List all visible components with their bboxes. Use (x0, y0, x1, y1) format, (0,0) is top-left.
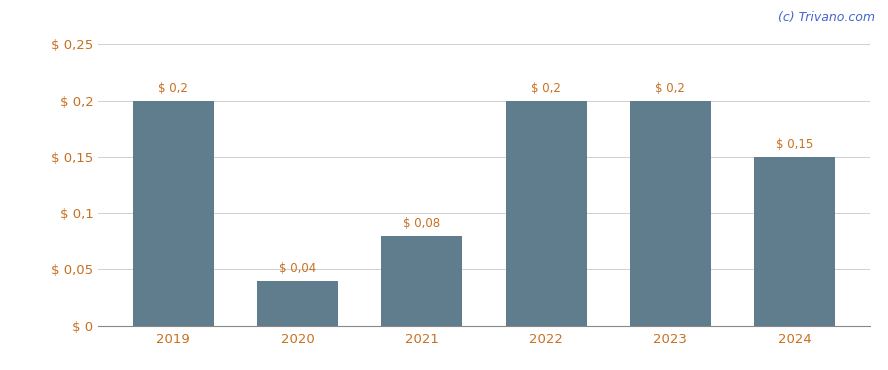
Text: $ 0,2: $ 0,2 (158, 82, 188, 95)
Text: $ 0,2: $ 0,2 (531, 82, 561, 95)
Text: (c) Trivano.com: (c) Trivano.com (778, 11, 875, 24)
Bar (382, 236, 463, 326)
Text: $ 0,15: $ 0,15 (776, 138, 813, 151)
Text: $ 0,04: $ 0,04 (279, 262, 316, 275)
Bar (258, 280, 338, 326)
Bar (133, 101, 214, 326)
Text: $ 0,08: $ 0,08 (403, 217, 440, 230)
Bar (754, 157, 835, 326)
Text: $ 0,2: $ 0,2 (655, 82, 686, 95)
Bar (505, 101, 586, 326)
Bar (630, 101, 710, 326)
